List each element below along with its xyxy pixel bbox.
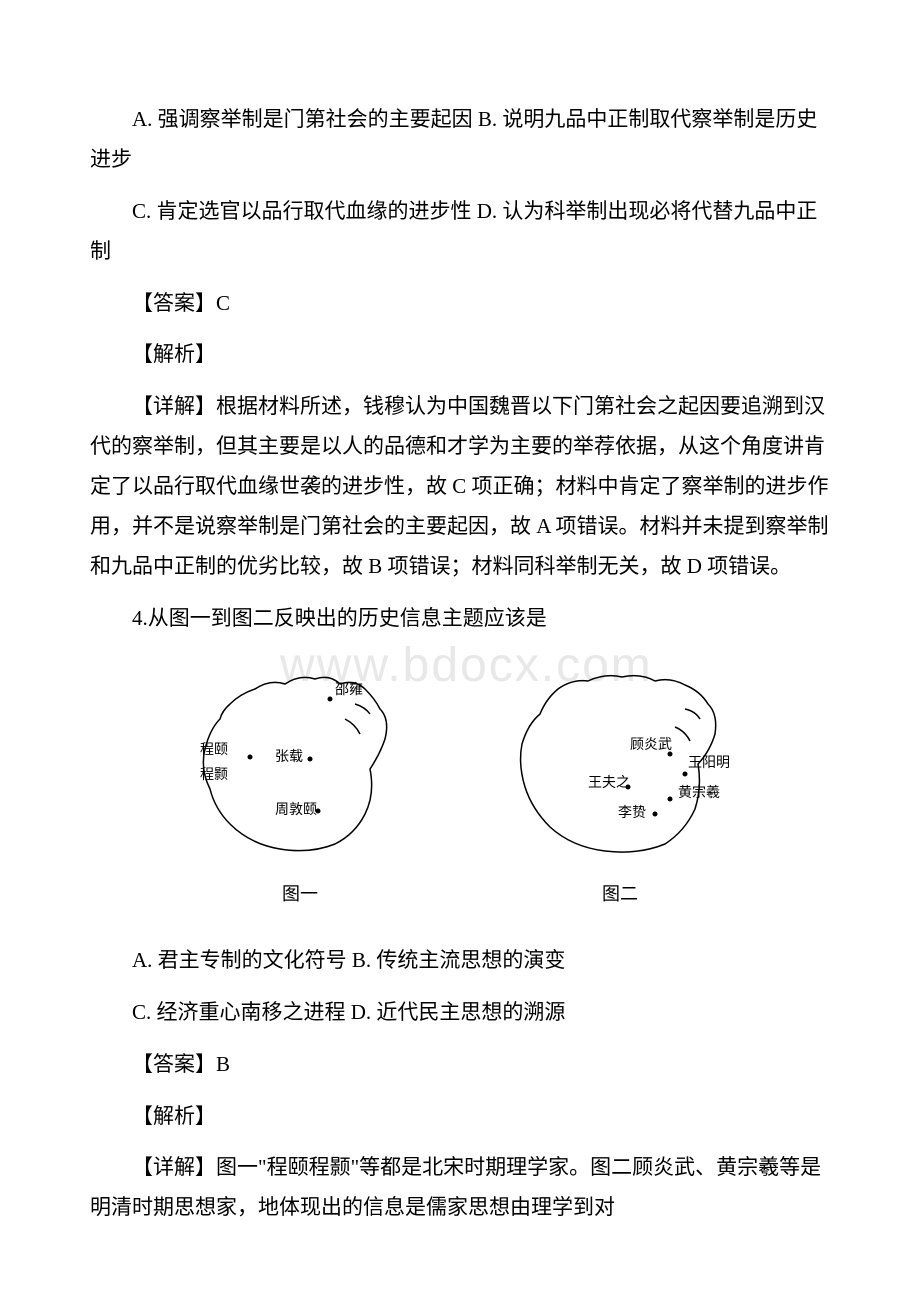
- svg-text:周敦颐: 周敦颐: [275, 801, 317, 817]
- q3-options-line1: A. 强调察举制是门第社会的主要起因 B. 说明九品中正制取代察举制是历史进步: [90, 100, 830, 180]
- q4-options-line2: C. 经济重心南移之进程 D. 近代民主思想的溯源: [90, 993, 830, 1033]
- q3-answer: 【答案】C: [90, 284, 830, 324]
- q3-detail: 【详解】根据材料所述，钱穆认为中国魏晋以下门第社会之起因要追溯到汉代的察举制，但…: [90, 387, 830, 586]
- svg-text:王夫之: 王夫之: [588, 774, 630, 790]
- figure-one: 邵雍程颐程颢 张载周敦颐 图一: [190, 659, 410, 911]
- q3-analysis-label: 【解析】: [90, 335, 830, 375]
- svg-text:李贽: 李贽: [618, 804, 646, 820]
- q4-detail: 【详解】图一"程颐程颢"等都是北宋时期理学家。图二顾炎武、黄宗羲等是明清时期思想…: [90, 1148, 830, 1228]
- svg-text:王阳明: 王阳明: [688, 754, 730, 770]
- svg-text:张载: 张载: [275, 748, 303, 764]
- map-two-svg: 顾炎武王阳明王夫之黄宗羲李贽: [510, 659, 730, 869]
- q4-options-line1: A. 君主专制的文化符号 B. 传统主流思想的演变: [90, 941, 830, 981]
- q4-analysis-label: 【解析】: [90, 1097, 830, 1137]
- figure-one-label: 图一: [282, 877, 318, 911]
- figure-container: 邵雍程颐程颢 张载周敦颐 图一 顾炎武王阳明王夫之黄宗羲李贽 图二: [90, 659, 830, 911]
- svg-text:黄宗羲: 黄宗羲: [678, 784, 720, 800]
- svg-text:邵雍: 邵雍: [335, 681, 363, 697]
- svg-text:程颐: 程颐: [200, 741, 228, 757]
- map-one-svg: 邵雍程颐程颢 张载周敦颐: [190, 659, 410, 869]
- figure-two: 顾炎武王阳明王夫之黄宗羲李贽 图二: [510, 659, 730, 911]
- q4-stem: 4.从图一到图二反映出的历史信息主题应该是: [90, 599, 830, 639]
- q3-options-line2: C. 肯定选官以品行取代血缘的进步性 D. 认为科举制出现必将代替九品中正制: [90, 192, 830, 272]
- svg-text:顾炎武: 顾炎武: [630, 736, 672, 752]
- q4-answer: 【答案】B: [90, 1045, 830, 1085]
- figure-two-label: 图二: [602, 877, 638, 911]
- svg-text:程颢: 程颢: [200, 766, 228, 782]
